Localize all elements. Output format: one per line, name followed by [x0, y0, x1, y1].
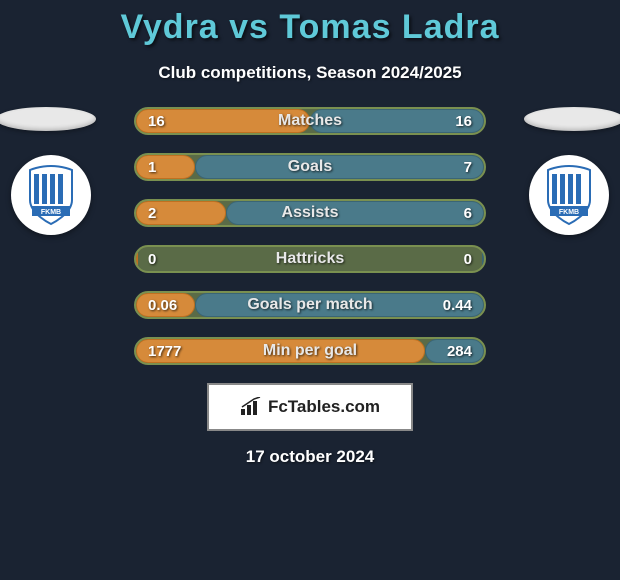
svg-text:FKMB: FKMB: [559, 209, 579, 216]
player-right-side: FKMB: [504, 107, 604, 235]
stat-bar: 2 Assists 6: [134, 199, 486, 227]
player-left-club-badge: FKMB: [11, 155, 91, 235]
club-crest-icon: FKMB: [24, 164, 78, 226]
stat-value-left: 2: [148, 205, 156, 222]
subtitle: Club competitions, Season 2024/2025: [0, 63, 620, 83]
stat-value-right: 16: [455, 113, 472, 130]
player-right-club-badge: FKMB: [529, 155, 609, 235]
player-left-side: FKMB: [16, 107, 116, 235]
comparison-main: FKMB 16 Matches 16 1 Goals 7 2 Assists 6 0 Hattric…: [0, 107, 620, 365]
stat-value-right: 6: [464, 205, 472, 222]
stat-value-left: 16: [148, 113, 165, 130]
stat-value-right: 0: [464, 251, 472, 268]
stat-bar-fill-right: [226, 201, 484, 225]
stat-bar-fill-right: [195, 155, 484, 179]
svg-text:FKMB: FKMB: [41, 209, 61, 216]
stat-bar-fill-right: [482, 247, 484, 271]
comparison-title: Vydra vs Tomas Ladra: [0, 8, 620, 47]
stat-bars: 16 Matches 16 1 Goals 7 2 Assists 6 0 Hattricks 0 0.…: [134, 107, 486, 365]
source-label: FcTables.com: [268, 397, 380, 417]
stat-value-left: 0.06: [148, 297, 177, 314]
stat-bar: 0 Hattricks 0: [134, 245, 486, 273]
stat-bar: 16 Matches 16: [134, 107, 486, 135]
stat-value-right: 0.44: [443, 297, 472, 314]
stat-label: Assists: [282, 204, 339, 222]
date-label: 17 october 2024: [0, 447, 620, 467]
stat-bar: 0.06 Goals per match 0.44: [134, 291, 486, 319]
stat-value-left: 0: [148, 251, 156, 268]
stat-value-left: 1777: [148, 343, 181, 360]
stat-value-left: 1: [148, 159, 156, 176]
stat-label: Goals: [288, 158, 332, 176]
stat-bar-fill-left: [136, 247, 138, 271]
source-box: FcTables.com: [207, 383, 413, 431]
player-left-avatar-placeholder: [0, 107, 96, 131]
stat-bar-fill-left: [136, 155, 195, 179]
stat-bar: 1 Goals 7: [134, 153, 486, 181]
stat-label: Matches: [278, 112, 342, 130]
stat-label: Min per goal: [263, 342, 357, 360]
stat-label: Hattricks: [276, 250, 344, 268]
stat-value-right: 284: [447, 343, 472, 360]
stat-label: Goals per match: [247, 296, 372, 314]
chart-icon: [240, 397, 262, 417]
stat-bar: 1777 Min per goal 284: [134, 337, 486, 365]
player-right-avatar-placeholder: [524, 107, 620, 131]
stat-value-right: 7: [464, 159, 472, 176]
club-crest-icon: FKMB: [542, 164, 596, 226]
